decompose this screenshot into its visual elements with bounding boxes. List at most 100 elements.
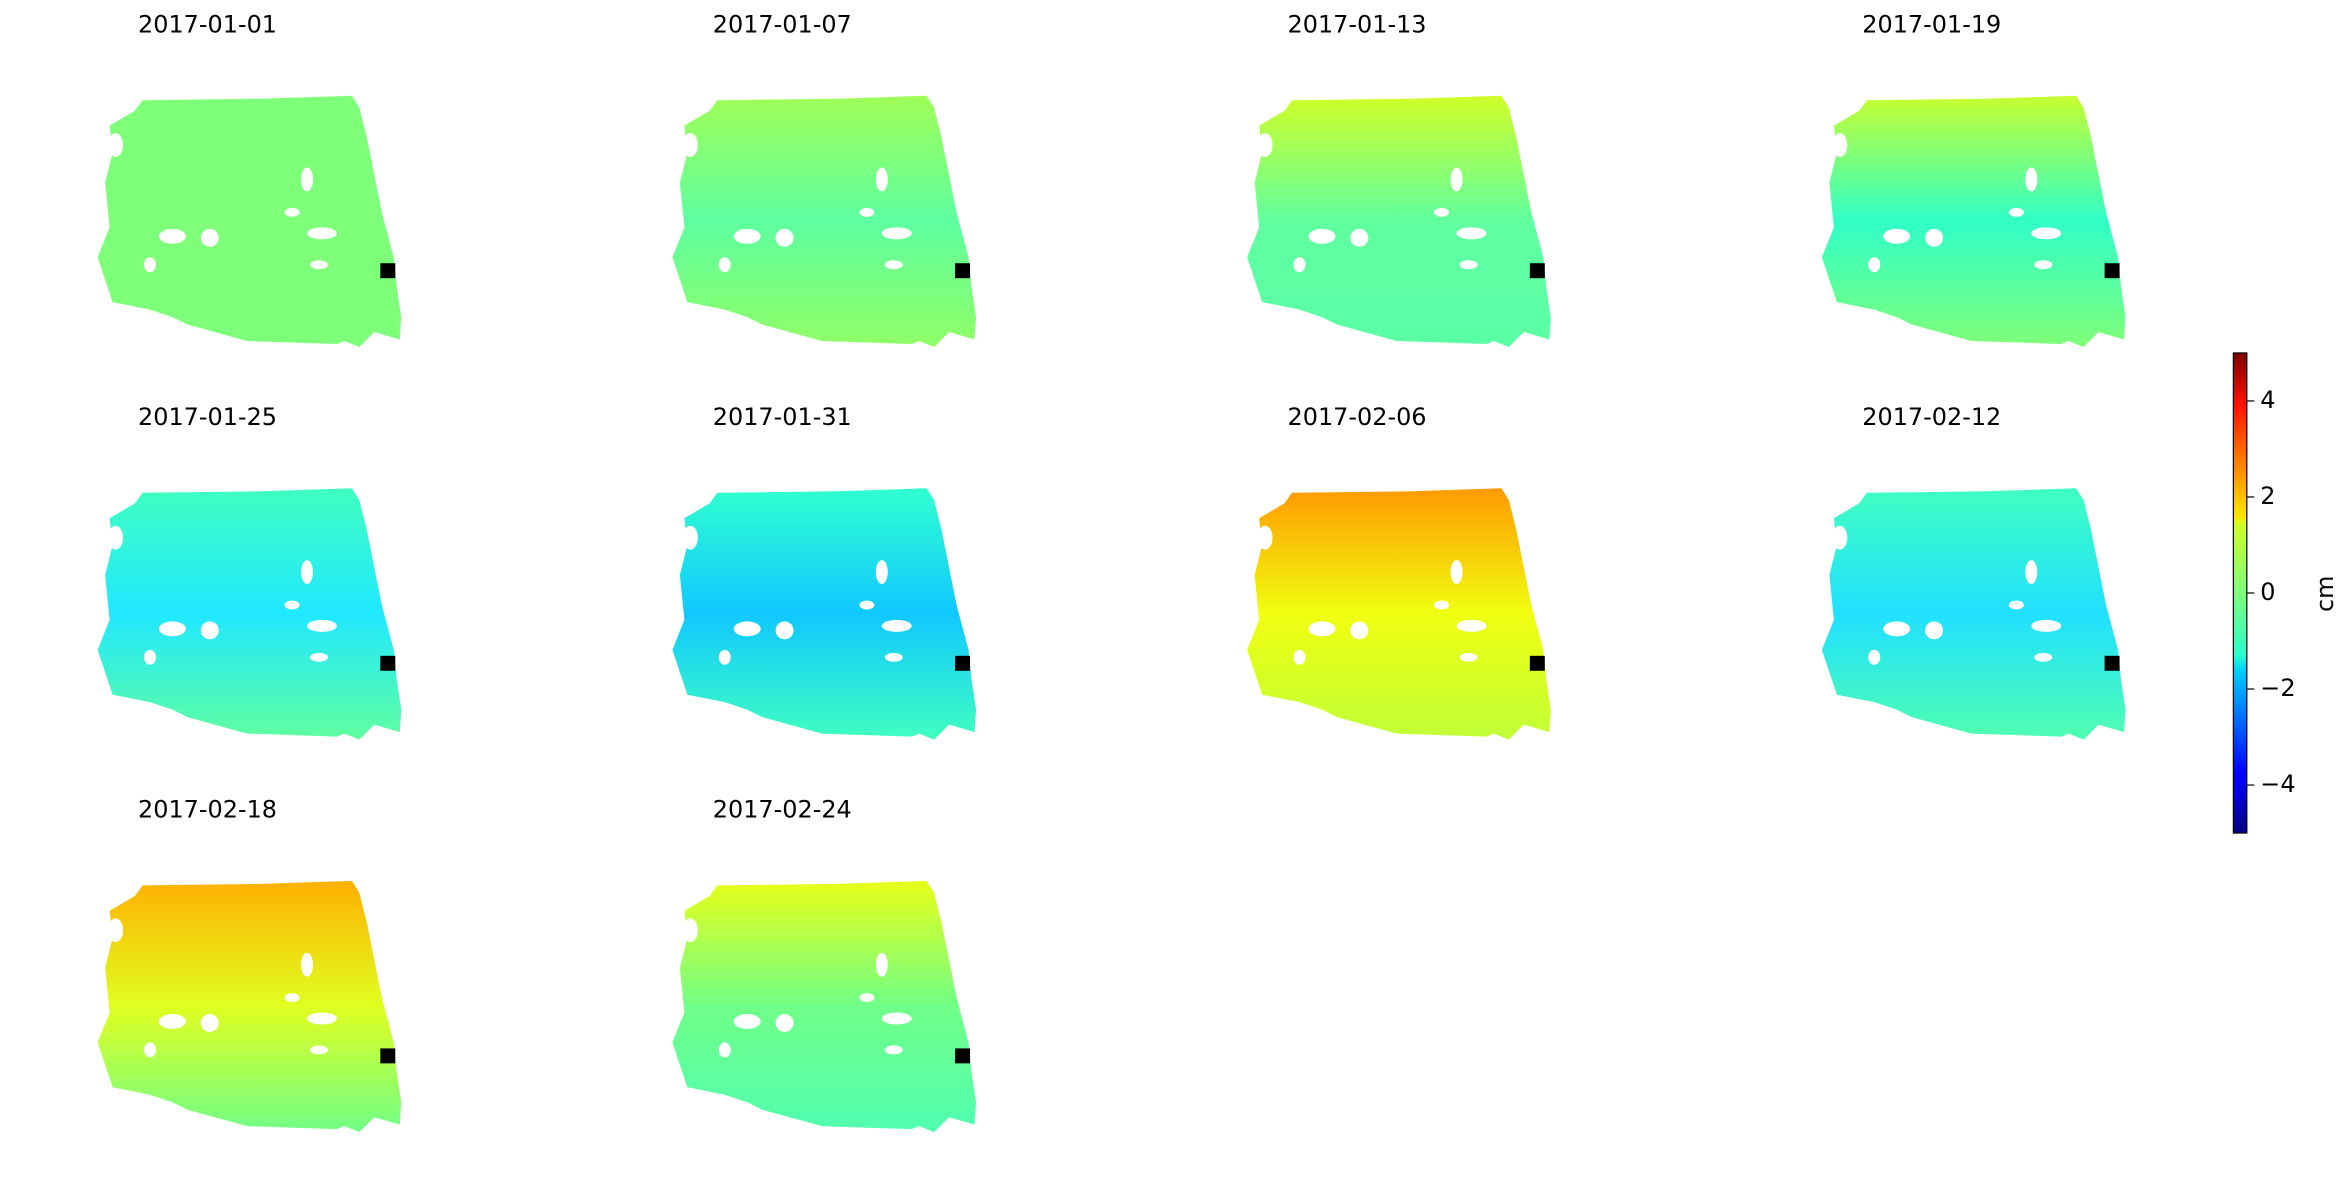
masked-area — [1868, 257, 1881, 273]
masked-area — [1434, 600, 1450, 610]
reference-point — [380, 1048, 396, 1064]
masked-area — [2031, 619, 2062, 632]
masked-area — [1308, 621, 1336, 637]
masked-area — [1434, 207, 1450, 217]
masked-area — [2034, 260, 2053, 270]
reference-point — [380, 655, 396, 671]
reference-point — [2104, 655, 2120, 671]
masked-area — [1293, 649, 1306, 665]
masked-area — [1257, 525, 1273, 550]
displacement-map — [1821, 488, 2126, 740]
masked-area — [682, 133, 698, 158]
displacement-map — [97, 95, 402, 347]
masked-area — [2034, 652, 2053, 662]
panel-title: 2017-01-25 — [138, 403, 277, 431]
panel-title: 2017-01-01 — [138, 10, 277, 38]
masked-area — [1350, 621, 1369, 640]
masked-area — [200, 1014, 219, 1032]
panel-title: 2017-01-13 — [1288, 10, 1427, 38]
masked-area — [108, 525, 124, 550]
masked-area — [1257, 133, 1273, 158]
displacement-map — [672, 880, 977, 1133]
masked-area — [2008, 207, 2024, 217]
masked-area — [144, 257, 157, 273]
masked-area — [200, 621, 219, 640]
masked-area — [884, 1045, 903, 1055]
masked-area — [2031, 227, 2062, 240]
displacement-map — [97, 488, 402, 740]
panel-title: 2017-02-12 — [1862, 403, 2001, 431]
masked-area — [881, 1012, 912, 1025]
masked-area — [158, 621, 186, 637]
masked-area — [881, 227, 912, 240]
masked-area — [2008, 600, 2024, 610]
panel-title: 2017-02-18 — [138, 796, 277, 824]
masked-area — [307, 227, 337, 240]
displacement-map — [672, 95, 977, 347]
masked-area — [733, 1014, 761, 1029]
reference-point — [1529, 263, 1545, 279]
masked-area — [310, 652, 328, 662]
panel-title: 2017-01-31 — [713, 403, 852, 431]
masked-area — [859, 993, 875, 1003]
masked-area — [284, 207, 300, 217]
panel-title: 2017-01-19 — [1862, 10, 2001, 38]
masked-area — [775, 621, 794, 640]
reference-point — [955, 263, 971, 279]
masked-area — [2025, 560, 2038, 585]
masked-area — [1883, 621, 1911, 637]
masked-area — [2025, 167, 2038, 192]
colorbar-tick-label: −2 — [2260, 674, 2295, 702]
masked-area — [859, 207, 875, 217]
reference-point — [955, 655, 971, 671]
masked-area — [859, 600, 875, 610]
colorbar-label: cm — [2311, 576, 2339, 612]
masked-area — [682, 918, 698, 943]
masked-area — [200, 228, 219, 247]
displacement-map — [672, 488, 977, 740]
masked-area — [301, 952, 314, 977]
masked-area — [775, 228, 794, 247]
colorbar-tick-label: 0 — [2260, 578, 2275, 606]
masked-area — [158, 228, 186, 244]
masked-area — [881, 619, 912, 632]
masked-area — [1308, 228, 1336, 244]
masked-area — [718, 257, 731, 273]
reference-point — [1529, 655, 1545, 671]
panel-title: 2017-02-24 — [713, 796, 852, 824]
masked-area — [284, 993, 300, 1003]
masked-area — [718, 649, 731, 665]
masked-area — [718, 1042, 731, 1058]
masked-area — [108, 918, 124, 943]
masked-area — [158, 1014, 186, 1029]
masked-area — [1450, 167, 1463, 192]
masked-area — [310, 260, 328, 270]
masked-area — [875, 952, 888, 977]
reference-point — [380, 263, 396, 279]
masked-area — [1925, 621, 1944, 640]
masked-area — [1350, 228, 1369, 247]
displacement-map — [97, 880, 402, 1133]
panel-title: 2017-02-06 — [1288, 403, 1427, 431]
reference-point — [2104, 263, 2120, 279]
masked-area — [1293, 257, 1306, 273]
colorbar — [2232, 352, 2248, 834]
masked-area — [1459, 652, 1478, 662]
masked-area — [884, 260, 903, 270]
masked-area — [775, 1014, 794, 1032]
masked-area — [1456, 227, 1487, 240]
masked-area — [1456, 619, 1487, 632]
colorbar-tick-label: 4 — [2260, 386, 2275, 414]
masked-area — [1868, 649, 1881, 665]
reference-point — [955, 1048, 971, 1064]
displacement-map — [1821, 95, 2126, 347]
panel-title: 2017-01-07 — [713, 10, 852, 38]
masked-area — [884, 652, 903, 662]
masked-area — [284, 600, 300, 610]
displacement-map — [1247, 95, 1551, 347]
masked-area — [733, 228, 761, 244]
masked-area — [1832, 525, 1848, 550]
masked-area — [733, 621, 761, 637]
